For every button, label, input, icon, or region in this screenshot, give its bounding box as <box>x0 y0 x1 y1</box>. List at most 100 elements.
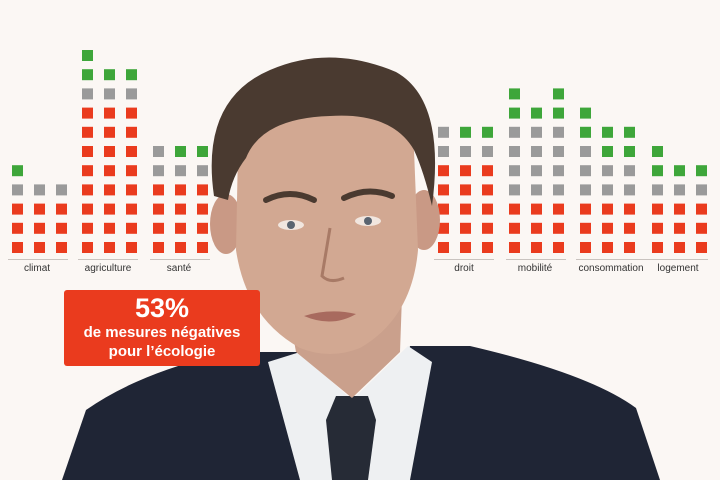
measure-square-neg <box>82 126 93 138</box>
measure-square-neg <box>82 165 93 177</box>
category-label-logement: logement <box>657 263 699 274</box>
measure-square-neg <box>153 184 164 196</box>
stat-line-2: pour l’écologie <box>108 343 216 360</box>
measure-square-neu <box>104 88 115 100</box>
category-label-agriculture: agriculture <box>84 263 132 274</box>
measure-square-neg <box>602 242 613 253</box>
measure-square-pos <box>509 107 520 119</box>
left-eyebrow <box>263 191 317 203</box>
measure-square-neg <box>509 242 520 253</box>
category-label-consommation: consommation <box>578 263 644 274</box>
suit-jacket <box>62 352 330 480</box>
mouth <box>304 311 356 322</box>
measure-square-neg <box>482 222 493 234</box>
measure-square-neg <box>531 242 542 253</box>
measure-square-pos <box>509 88 520 100</box>
measure-square-neg <box>482 165 493 177</box>
measure-square-neu <box>674 184 685 196</box>
measure-square-neg <box>674 242 685 253</box>
measure-square-neg <box>197 242 208 253</box>
measure-square-neg <box>56 203 67 215</box>
measure-square-neg <box>82 146 93 157</box>
measure-square-neu <box>153 165 164 177</box>
baseline-mobilite <box>506 259 566 260</box>
measure-square-neg <box>482 184 493 196</box>
measure-square-neu <box>553 146 564 157</box>
measure-square-neg <box>696 242 707 253</box>
measure-square-neu <box>580 165 591 177</box>
measure-square-neg <box>482 242 493 253</box>
measure-square-neu <box>197 165 208 177</box>
measure-square-neu <box>553 184 564 196</box>
baseline-sante <box>150 259 210 260</box>
measure-square-neg <box>197 222 208 234</box>
measure-square-neg <box>460 184 471 196</box>
measure-square-neg <box>580 242 591 253</box>
category-label-mobilite: mobilité <box>517 263 553 274</box>
measure-square-neg <box>674 222 685 234</box>
measure-square-neu <box>460 146 471 157</box>
measure-square-neg <box>460 242 471 253</box>
measure-square-neg <box>153 242 164 253</box>
measure-square-neg <box>56 222 67 234</box>
measure-square-neg <box>126 107 137 119</box>
measure-square-neg <box>531 203 542 215</box>
left-iris <box>287 221 295 229</box>
measure-square-neg <box>438 184 449 196</box>
measure-square-neg <box>34 222 45 234</box>
measure-square-neg <box>82 184 93 196</box>
measure-square-neg <box>175 222 186 234</box>
measure-square-neg <box>580 222 591 234</box>
measure-square-neg <box>82 107 93 119</box>
measure-square-neg <box>34 203 45 215</box>
measure-square-neg <box>126 146 137 157</box>
measure-square-neu <box>624 165 635 177</box>
measure-square-neg <box>82 222 93 234</box>
measure-square-neu <box>553 126 564 138</box>
measure-square-neg <box>197 203 208 215</box>
measure-square-neg <box>12 203 23 215</box>
left-ear <box>210 194 242 254</box>
measure-square-neg <box>126 184 137 196</box>
measure-square-neu <box>56 184 67 196</box>
measure-square-neg <box>696 222 707 234</box>
hair <box>211 57 436 207</box>
measure-square-neg <box>56 242 67 253</box>
measure-square-neg <box>175 203 186 215</box>
measure-square-neg <box>674 203 685 215</box>
measure-square-neu <box>34 184 45 196</box>
measure-square-neu <box>482 146 493 157</box>
baseline-agriculture <box>78 259 138 260</box>
measure-square-pos <box>602 126 613 138</box>
measure-square-pos <box>82 50 93 61</box>
measure-square-neu <box>438 146 449 157</box>
measure-square-pos <box>580 107 591 119</box>
measure-square-neu <box>531 146 542 157</box>
measure-square-neg <box>553 242 564 253</box>
measure-square-neg <box>652 242 663 253</box>
measure-square-pos <box>460 126 471 138</box>
measure-square-neg <box>460 203 471 215</box>
baseline-climat <box>8 259 68 260</box>
measure-square-neu <box>12 184 23 196</box>
measure-square-neu <box>652 184 663 196</box>
stat-badge: 53% de mesures négatives pour l’écologie <box>64 290 260 366</box>
measure-square-neg <box>438 203 449 215</box>
measure-square-neg <box>482 203 493 215</box>
measure-square-neg <box>126 203 137 215</box>
category-label-sante: santé <box>166 263 192 274</box>
measure-square-neg <box>624 222 635 234</box>
right-eyebrow <box>341 188 395 201</box>
measures-grid <box>12 50 707 253</box>
measure-square-neg <box>696 203 707 215</box>
nose <box>320 227 345 283</box>
portrait-photo <box>62 57 660 480</box>
measure-square-pos <box>624 126 635 138</box>
measure-square-pos <box>197 146 208 157</box>
measure-square-neu <box>82 88 93 100</box>
measure-square-neg <box>624 203 635 215</box>
measure-square-neu <box>624 184 635 196</box>
measure-square-pos <box>652 165 663 177</box>
measure-square-neg <box>438 242 449 253</box>
baseline-logement <box>648 259 708 260</box>
